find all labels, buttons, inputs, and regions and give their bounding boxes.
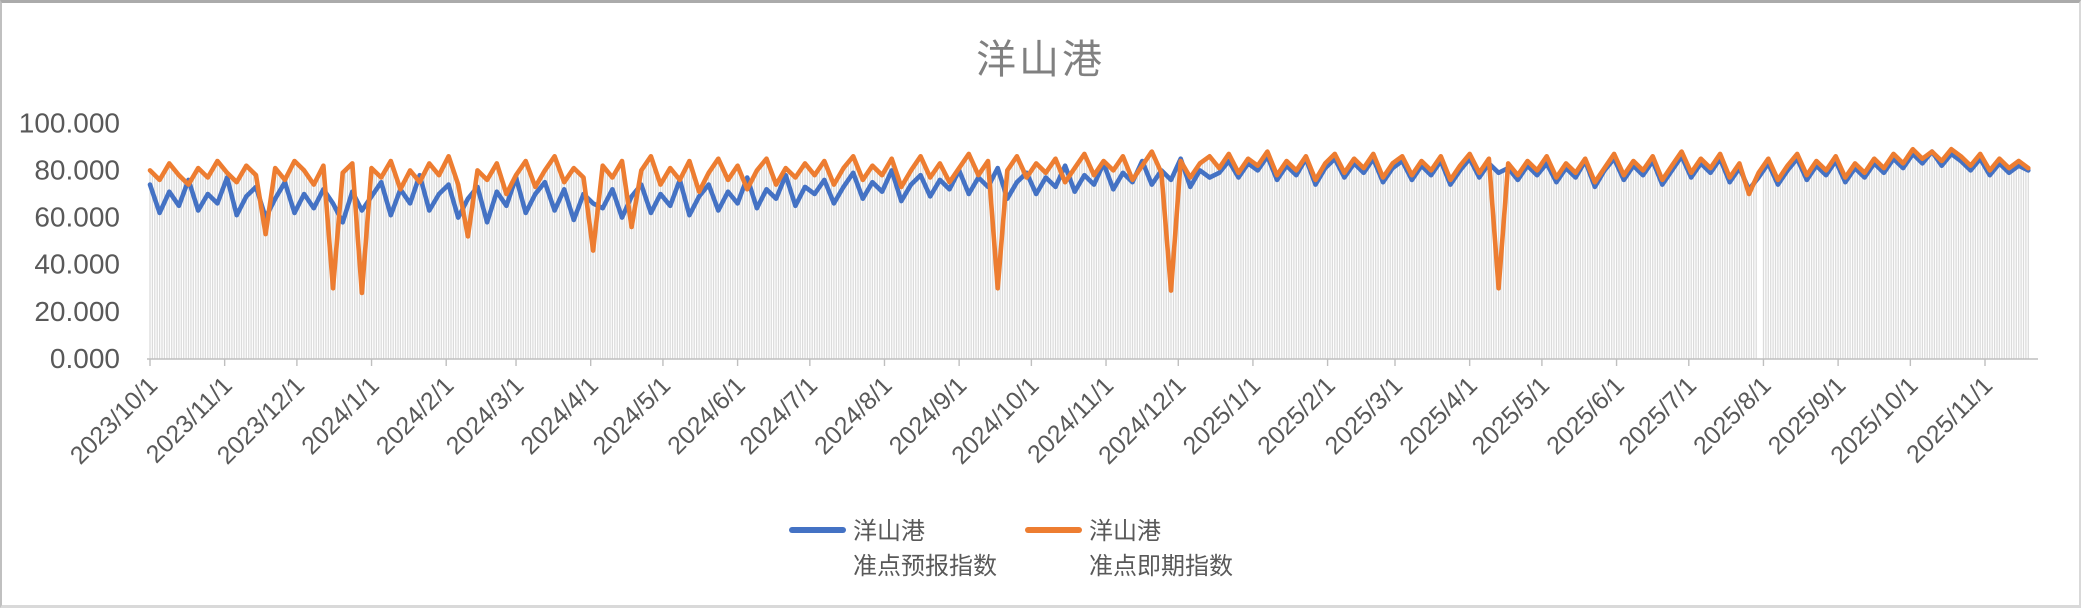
y-axis-label: 100.000 [19,107,120,138]
legend-swatch-forecast-line [789,527,846,533]
drop-lines [149,149,2029,359]
x-axis[interactable]: 2023/10/12023/11/12023/12/12024/1/12024/… [65,358,2038,470]
legend-label-forecast-line2: 准点预报指数 [853,553,997,580]
legend-label-spot-line1: 洋山港 [1089,518,1161,545]
x-axis-label: 2024/4/1 [515,371,604,460]
legend-label-forecast-line1: 洋山港 [853,518,925,545]
x-axis-label: 2025/8/1 [1688,371,1777,460]
legend-entry-forecast[interactable]: 洋山港 准点预报指数 [789,514,997,584]
x-axis-label: 2024/6/1 [662,371,751,460]
y-axis-label: 40.000 [34,249,120,280]
x-axis-label: 2024/8/1 [809,371,898,460]
legend-entry-spot[interactable]: 洋山港 准点即期指数 [1025,514,1233,584]
x-axis-label: 2024/3/1 [441,371,530,460]
y-axis-label: 0.000 [50,343,120,374]
x-axis-label: 2024/5/1 [588,371,677,460]
y-axis[interactable]: 100.000 80.000 60.000 40.000 20.000 0.000 [19,107,120,374]
x-axis-label: 2025/5/1 [1467,371,1556,460]
legend-label-spot-line2: 准点即期指数 [1089,553,1233,580]
y-axis-label: 80.000 [34,154,120,185]
chart-title[interactable]: 洋山港 [976,38,1105,82]
x-axis-label: 2025/6/1 [1541,371,1630,460]
series-line-spot[interactable] [147,146,2031,296]
plot-area: 2023/10/12023/11/12023/12/12024/1/12024/… [19,107,2038,470]
x-axis-label: 2025/1/1 [1178,371,1267,460]
legend-swatch-spot-line [1025,527,1082,533]
x-axis-label: 2024/7/1 [734,371,823,460]
y-axis-label: 60.000 [34,202,120,233]
y-axis-label: 20.000 [34,296,120,327]
x-axis-label: 2024/1/1 [296,371,385,460]
x-axis-label: 2025/7/1 [1613,371,1702,460]
x-axis-label: 2025/4/1 [1394,371,1483,460]
legend: 洋山港 准点预报指数 洋山港 准点即期指数 [2,3,2079,605]
